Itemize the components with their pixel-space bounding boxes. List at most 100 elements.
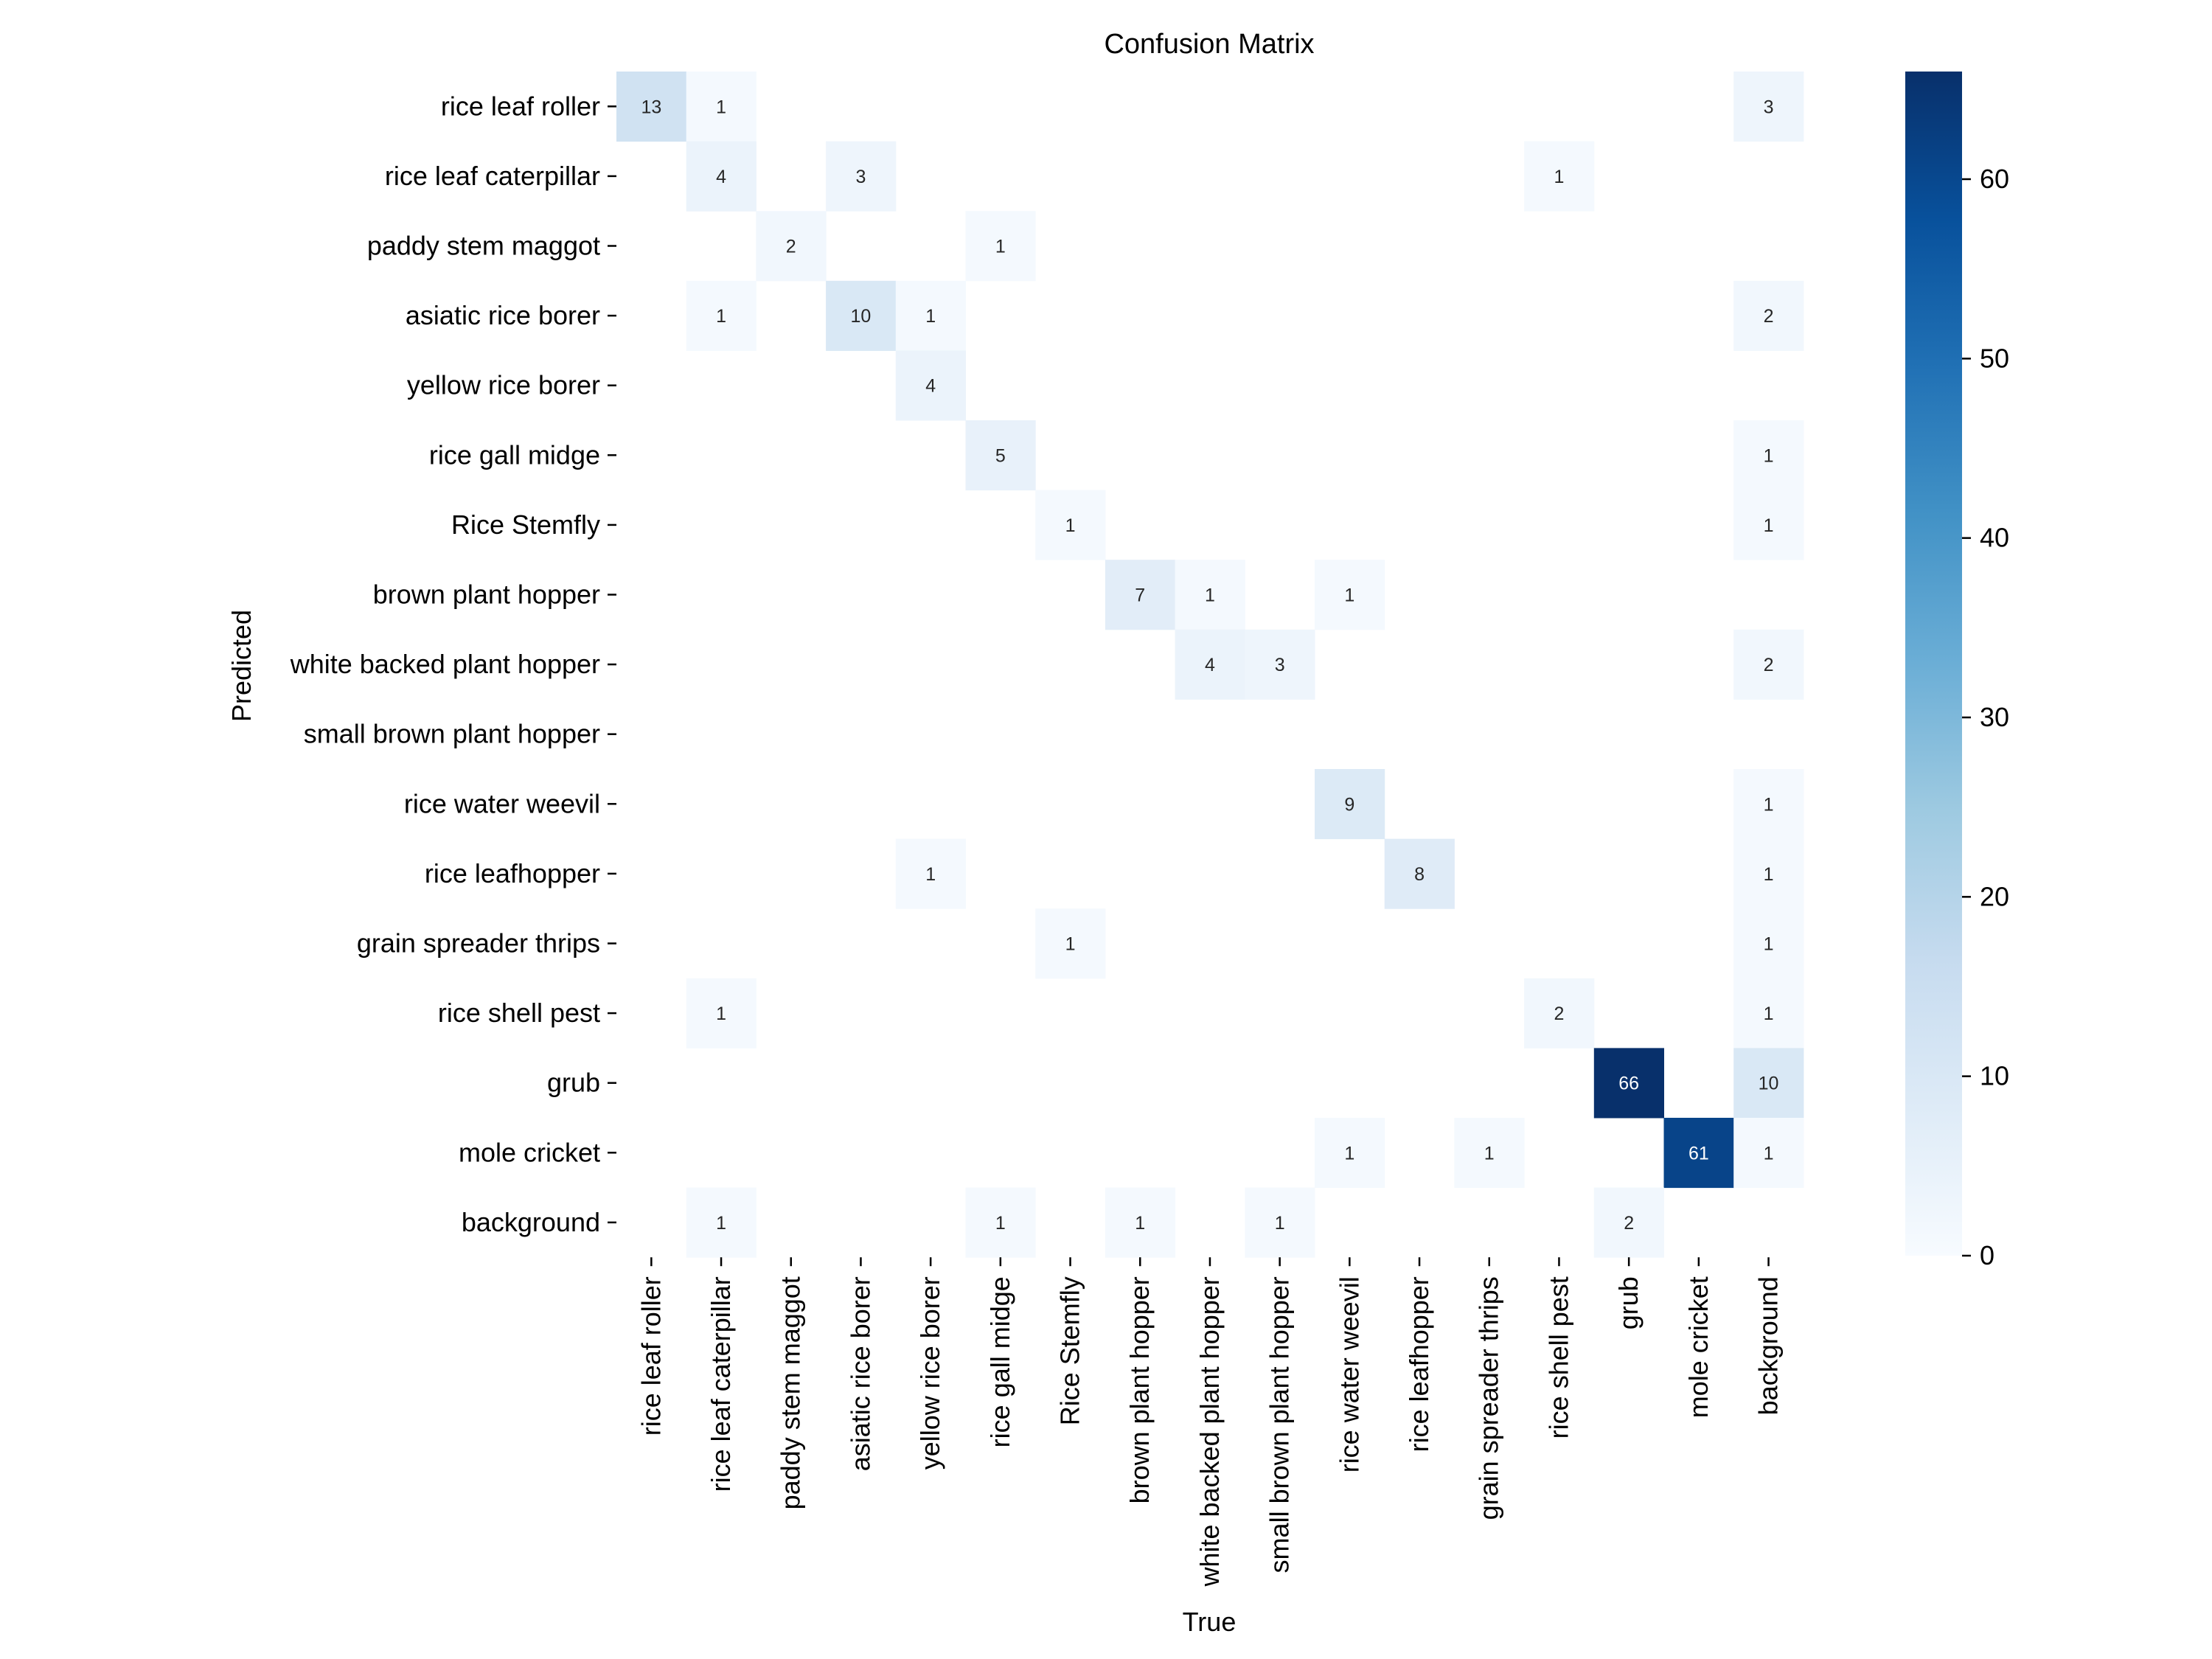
y-tick-label-rice-shell-pest: rice shell pest xyxy=(438,998,600,1028)
cell-value-label: 5 xyxy=(995,445,1006,466)
y-tick-label-asiatic-rice-borer: asiatic rice borer xyxy=(406,300,600,330)
y-tick-label-rice-water-weevil: rice water weevil xyxy=(404,788,600,818)
cell-value-label: 1 xyxy=(1205,585,1215,606)
cell-value-label: 3 xyxy=(1275,655,1285,675)
x-tick-label-rice-water-weevil: rice water weevil xyxy=(1334,1276,1364,1472)
x-tick-label-rice-leaf-caterpillar: rice leaf caterpillar xyxy=(706,1276,736,1492)
y-tick-label-background: background xyxy=(462,1207,600,1237)
heatmap-cell-1-1 xyxy=(686,141,757,212)
heatmap-cell-6-6 xyxy=(1035,490,1106,560)
colorbar-tick-label-50: 50 xyxy=(1980,343,2009,373)
colorbar-tick-label-20: 20 xyxy=(1980,881,2009,911)
cell-value-label: 8 xyxy=(1414,864,1425,885)
heatmap-cell-13-16 xyxy=(1733,978,1804,1048)
heatmap-cell-16-1 xyxy=(686,1187,757,1258)
y-axis-label: Predicted xyxy=(226,610,257,722)
y-tick-label-rice-stemfly: Rice Stemfly xyxy=(451,509,600,540)
x-tick-label-small-brown-plant-hopper: small brown plant hopper xyxy=(1265,1276,1295,1573)
cell-value-label: 4 xyxy=(716,167,726,187)
colorbar-tick-label-60: 60 xyxy=(1980,164,2009,194)
x-axis-label: True xyxy=(1183,1607,1237,1637)
x-tick-label-rice-shell-pest: rice shell pest xyxy=(1543,1276,1573,1439)
colorbar-tick-label-0: 0 xyxy=(1980,1240,1994,1270)
cell-value-label: 1 xyxy=(1764,1143,1774,1164)
heatmap-cell-11-11 xyxy=(1384,838,1455,909)
heatmap-cell-7-8 xyxy=(1175,560,1245,630)
x-tick-label-paddy-stem-maggot: paddy stem maggot xyxy=(776,1276,806,1509)
y-tick-label-rice-leaf-roller: rice leaf roller xyxy=(441,91,600,121)
cell-value-label: 1 xyxy=(1275,1213,1285,1234)
heatmap-cell-0-16 xyxy=(1733,72,1804,142)
cell-value-label: 1 xyxy=(1764,934,1774,955)
cell-value-label: 1 xyxy=(995,1213,1006,1234)
heatmap-cell-16-9 xyxy=(1245,1187,1315,1258)
heatmap-cell-2-5 xyxy=(965,211,1036,282)
heatmap-cell-7-7 xyxy=(1105,560,1176,630)
heatmap-cell-8-9 xyxy=(1245,629,1315,700)
heatmap-cell-15-15 xyxy=(1663,1118,1734,1189)
cell-value-label: 1 xyxy=(1764,864,1774,885)
x-axis-ticks: rice leaf roller rice leaf caterpillar pad… xyxy=(636,1257,1784,1587)
heatmap-cell-15-12 xyxy=(1454,1118,1525,1189)
cell-value-label: 2 xyxy=(1764,306,1774,327)
cell-value-label: 4 xyxy=(1205,655,1215,675)
cell-value-label: 1 xyxy=(716,1004,726,1024)
x-tick-label-rice-leafhopper: rice leafhopper xyxy=(1404,1276,1434,1452)
colorbar-tick-label-30: 30 xyxy=(1980,702,2009,732)
y-tick-label-grub: grub xyxy=(547,1068,600,1098)
x-tick-label-grain-spreader-thrips: grain spreader thrips xyxy=(1474,1276,1504,1520)
cell-value-label: 1 xyxy=(716,97,726,117)
cell-value-label: 1 xyxy=(1065,934,1076,955)
heatmap-cell-7-10 xyxy=(1315,560,1385,630)
y-tick-label-brown-plant-hopper: brown plant hopper xyxy=(373,580,600,610)
colorbar-tick-label-40: 40 xyxy=(1980,523,2009,553)
cell-value-label: 66 xyxy=(1618,1074,1639,1094)
heatmap-cell-14-16 xyxy=(1733,1048,1804,1119)
heatmap-cell-4-4 xyxy=(895,350,966,421)
cell-value-label: 1 xyxy=(1484,1143,1495,1164)
heatmap-cell-0-0 xyxy=(616,72,687,142)
cell-value-label: 1 xyxy=(925,864,936,885)
cell-value-label: 1 xyxy=(925,306,936,327)
cell-value-label: 1 xyxy=(1135,1213,1145,1234)
heatmap-cell-2-2 xyxy=(756,211,827,282)
heatmap-cell-3-4 xyxy=(895,280,966,351)
y-tick-label-paddy-stem-maggot: paddy stem maggot xyxy=(367,231,600,261)
cell-value-label: 1 xyxy=(1764,1004,1774,1024)
cell-value-label: 1 xyxy=(716,1213,726,1234)
cell-value-label: 2 xyxy=(1624,1213,1634,1234)
cell-value-label: 10 xyxy=(1759,1074,1779,1094)
heatmap-cell-5-5 xyxy=(965,420,1036,491)
cell-value-label: 2 xyxy=(1764,655,1774,675)
heatmap-cell-3-16 xyxy=(1733,280,1804,351)
heatmap-cell-10-16 xyxy=(1733,769,1804,840)
cell-value-label: 2 xyxy=(786,237,796,257)
heatmap-cell-10-10 xyxy=(1315,769,1385,840)
y-tick-label-white-backed-plant-hopper: white backed plant hopper xyxy=(290,649,600,679)
cell-value-label: 9 xyxy=(1344,794,1354,815)
heatmap-cells: 13 1 34 3 12 11 10 1 245 11 17 1 14 3 29 11 8 11 11 2 166 101… xyxy=(616,72,1804,1258)
cell-value-label: 61 xyxy=(1688,1143,1709,1164)
chart-title: Confusion Matrix xyxy=(1104,29,1314,60)
heatmap-cell-13-13 xyxy=(1524,978,1595,1048)
cell-value-label: 1 xyxy=(1764,515,1774,536)
y-tick-label-grain-spreader-thrips: grain spreader thrips xyxy=(357,928,600,959)
x-tick-label-mole-cricket: mole cricket xyxy=(1683,1276,1714,1418)
y-tick-label-rice-leaf-caterpillar: rice leaf caterpillar xyxy=(385,161,600,191)
cell-value-label: 7 xyxy=(1135,585,1145,606)
heatmap-cell-8-16 xyxy=(1733,629,1804,700)
cell-value-label: 1 xyxy=(1344,585,1354,606)
y-axis-ticks: rice leaf roller rice leaf caterpillar pad… xyxy=(290,91,616,1237)
x-tick-label-yellow-rice-borer: yellow rice borer xyxy=(915,1276,945,1470)
heatmap-cell-11-4 xyxy=(895,838,966,909)
cell-value-label: 1 xyxy=(1554,167,1564,187)
heatmap-cell-11-16 xyxy=(1733,838,1804,909)
cell-value-label: 1 xyxy=(1065,515,1076,536)
y-tick-label-mole-cricket: mole cricket xyxy=(459,1137,600,1167)
cell-value-label: 4 xyxy=(925,376,936,397)
cell-value-label: 1 xyxy=(1764,445,1774,466)
colorbar-tick-label-10: 10 xyxy=(1980,1061,2009,1091)
cell-value-label: 10 xyxy=(851,306,872,327)
heatmap-cell-1-3 xyxy=(826,141,897,212)
